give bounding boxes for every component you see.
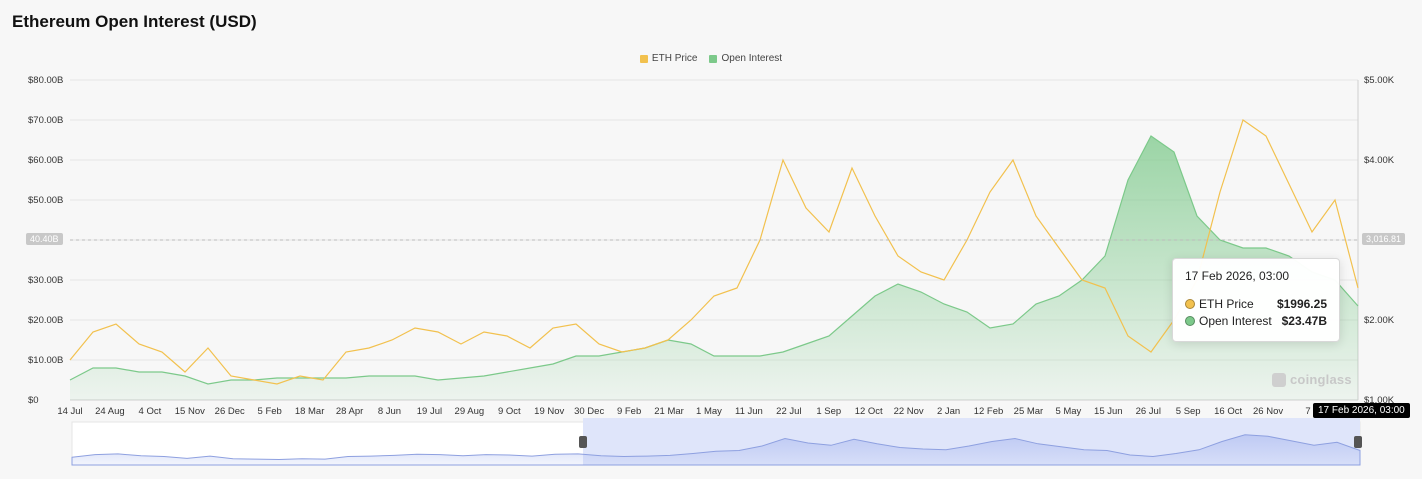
right-axis-tick-label: $2.00K bbox=[1364, 315, 1395, 326]
x-axis-tick-label: 2 Jan bbox=[937, 406, 960, 417]
tooltip-row-eth-price: ETH Price $1996.25 bbox=[1185, 297, 1327, 311]
x-axis-tick-label: 11 Jun bbox=[735, 406, 763, 417]
left-axis-tick-label: $0 bbox=[28, 395, 39, 406]
x-axis-tick-label: 19 Jul bbox=[417, 406, 442, 417]
legend-item-eth-price[interactable]: ETH Price bbox=[639, 53, 698, 64]
coinglass-watermark: coinglass bbox=[1272, 372, 1352, 387]
x-axis-tick-label: 18 Mar bbox=[295, 406, 325, 417]
x-axis-tick-label: 8 Jun bbox=[378, 406, 401, 417]
crosshair-date-badge: 17 Feb 2026, 03:00 bbox=[1313, 403, 1410, 418]
navigator-handle-left[interactable] bbox=[579, 436, 587, 448]
x-axis-tick-label: 1 Sep bbox=[816, 406, 841, 417]
x-axis-tick-label: 26 Jul bbox=[1136, 406, 1161, 417]
crosshair-left-value: 40.40B bbox=[26, 233, 63, 245]
x-axis-tick-label: 12 Oct bbox=[855, 406, 883, 417]
tooltip-label-eth-price: ETH Price bbox=[1199, 297, 1254, 311]
x-axis-tick-label: 22 Jul bbox=[776, 406, 801, 417]
right-axis-tick-label: $5.00K bbox=[1364, 75, 1395, 86]
tooltip-value-eth-price: $1996.25 bbox=[1276, 297, 1327, 311]
left-axis-tick-label: $80.00B bbox=[28, 75, 63, 86]
chart-tooltip: 17 Feb 2026, 03:00 ETH Price $1996.25 Op… bbox=[1172, 258, 1340, 342]
legend-swatch-eth-price bbox=[639, 54, 648, 63]
x-axis-tick-label: 15 Nov bbox=[175, 406, 205, 417]
x-axis-tick-label: 29 Aug bbox=[455, 406, 485, 417]
x-axis-tick-label: 26 Nov bbox=[1253, 406, 1283, 417]
x-axis-tick-label: 5 Feb bbox=[258, 406, 282, 417]
left-axis-tick-label: $30.00B bbox=[28, 275, 63, 286]
legend-label-eth-price: ETH Price bbox=[651, 53, 698, 64]
range-navigator bbox=[71, 418, 1362, 466]
left-axis-tick-label: $70.00B bbox=[28, 115, 63, 126]
tooltip-dot-eth-price bbox=[1185, 299, 1195, 309]
left-axis-tick-label: $20.00B bbox=[28, 315, 63, 326]
x-axis-tick-label: 16 Oct bbox=[1214, 406, 1242, 417]
eth-price-line bbox=[69, 119, 1359, 385]
x-axis-tick-label: 21 Mar bbox=[654, 406, 684, 417]
tooltip-value-open-interest: $23.47B bbox=[1281, 314, 1327, 328]
x-axis-tick-label: 7 bbox=[1305, 406, 1310, 417]
navigator-series bbox=[71, 434, 1361, 466]
x-axis-tick-label: 5 Sep bbox=[1176, 406, 1201, 417]
legend-swatch-open-interest bbox=[709, 54, 718, 63]
tooltip-label-open-interest: Open Interest bbox=[1199, 314, 1272, 328]
right-axis-tick-label: $4.00K bbox=[1364, 155, 1395, 166]
chart-title: Ethereum Open Interest (USD) bbox=[12, 12, 257, 31]
x-axis-tick-label: 22 Nov bbox=[894, 406, 924, 417]
tooltip-dot-open-interest bbox=[1185, 316, 1195, 326]
watermark-text: coinglass bbox=[1290, 372, 1352, 387]
x-axis-tick-label: 12 Feb bbox=[974, 406, 1004, 417]
open-interest-area bbox=[70, 136, 1358, 400]
series-layer bbox=[69, 119, 1359, 400]
x-axis-ticks: 14 Jul 24 Aug 4 Oct 15 Nov 26 Dec 5 Feb 18 Mar… bbox=[57, 406, 1310, 417]
x-axis-tick-label: 25 Mar bbox=[1014, 406, 1044, 417]
x-axis-tick-label: 26 Dec bbox=[215, 406, 245, 417]
crosshair-right-value: 3,016.81 bbox=[1362, 233, 1406, 245]
right-axis-tick-label: $1.00K bbox=[1364, 395, 1395, 406]
left-axis-tick-label: $10.00B bbox=[28, 355, 63, 366]
x-axis-tick-label: 24 Aug bbox=[95, 406, 125, 417]
legend-label-open-interest: Open Interest bbox=[721, 53, 783, 64]
x-axis-tick-label: 4 Oct bbox=[139, 406, 162, 417]
coinglass-logo-icon bbox=[1272, 372, 1286, 387]
tooltip-row-open-interest: Open Interest $23.47B bbox=[1185, 314, 1327, 328]
left-axis-tick-label: $60.00B bbox=[28, 155, 63, 166]
x-axis-tick-label: 14 Jul bbox=[57, 406, 82, 417]
x-axis-tick-label: 1 May bbox=[696, 406, 722, 417]
x-axis-tick-label: 9 Oct bbox=[498, 406, 521, 417]
x-axis-tick-label: 5 May bbox=[1055, 406, 1081, 417]
left-axis-tick-label: $50.00B bbox=[28, 195, 63, 206]
x-axis-tick-label: 15 Jun bbox=[1094, 406, 1123, 417]
chart-legend: ETH Price Open Interest bbox=[0, 53, 1422, 64]
x-axis-tick-label: 28 Apr bbox=[336, 406, 363, 417]
open-interest-line bbox=[69, 135, 1359, 385]
x-axis-tick-label: 9 Feb bbox=[617, 406, 641, 417]
x-axis-tick-label: 19 Nov bbox=[534, 406, 564, 417]
navigator-handle-right[interactable] bbox=[1354, 436, 1362, 448]
tooltip-date: 17 Feb 2026, 03:00 bbox=[1185, 269, 1290, 283]
x-axis-tick-label: 30 Dec bbox=[574, 406, 604, 417]
legend-item-open-interest[interactable]: Open Interest bbox=[709, 53, 782, 64]
